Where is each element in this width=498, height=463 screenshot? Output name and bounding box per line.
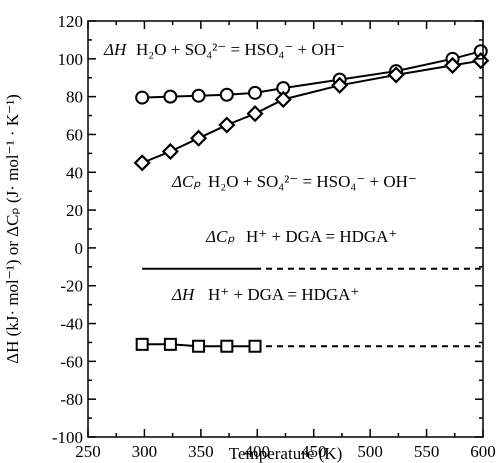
x-tick-label: 600 (470, 442, 496, 461)
series-2-point (443, 56, 462, 74)
y-tick-label: -20 (60, 277, 83, 296)
series-1-point (191, 88, 206, 103)
series-1-point (163, 89, 178, 104)
series-2-point (331, 76, 349, 94)
series-2-point (274, 90, 292, 109)
annotation-4: ΔH H⁺ + DGA = HDGA⁺ (171, 285, 359, 304)
x-tick-label: 250 (75, 442, 101, 461)
series-2-point (133, 154, 151, 172)
annotation-1-equation: H₂O + SO₄²⁻ = HSO₄⁻ + OH⁻ (136, 40, 345, 59)
annotation-3-symbol: ΔCₚ (205, 227, 235, 246)
series-layer (133, 44, 490, 353)
y-tick-label: 120 (58, 12, 84, 31)
series-2-point (387, 66, 405, 84)
x-tick-label: 500 (357, 442, 383, 461)
series-4-point (192, 339, 206, 353)
x-tick-label: 550 (414, 442, 440, 461)
y-tick-label: 100 (58, 50, 84, 69)
series-2-point (190, 129, 208, 147)
y-tick-label: -80 (60, 390, 83, 409)
series-2-line (141, 59, 481, 164)
x-tick-label: 350 (188, 442, 214, 461)
series-1-point (248, 85, 263, 100)
series-2-point (246, 105, 264, 123)
x-tick-label: 300 (132, 442, 158, 461)
series-4-point (220, 339, 234, 353)
annotation-2-symbol: ΔCₚ (171, 172, 201, 191)
x-tick-label: 450 (301, 442, 327, 461)
y-tick-label: 40 (66, 163, 83, 182)
series-1-line (142, 50, 481, 99)
annotation-2-equation: H₂O + SO₄²⁻ = HSO₄⁻ + OH⁻ (208, 172, 417, 191)
series-1-point (135, 90, 150, 105)
x-tick-label: 400 (245, 442, 271, 461)
x-axis-title: Temperature (K) (229, 444, 343, 463)
y-axis-title: ΔH (kJ· mol⁻¹) or ΔCₚ (J· mol⁻¹ · K⁻¹) (3, 94, 22, 364)
annotation-1-symbol: ΔH (103, 40, 128, 59)
y-tick-label: 20 (66, 201, 83, 220)
y-tick-label: -100 (52, 428, 83, 447)
annotation-3: ΔCₚ H⁺ + DGA = HDGA⁺ (205, 227, 397, 246)
annotation-2: ΔCₚ H₂O + SO₄²⁻ = HSO₄⁻ + OH⁻ (171, 172, 417, 191)
y-tick-label: 80 (66, 88, 83, 107)
y-tick-label: -40 (60, 315, 83, 334)
series-1-point (219, 87, 234, 102)
y-tick-label: 60 (66, 125, 83, 144)
series-4-point (163, 337, 177, 351)
series-2-point (161, 142, 179, 161)
annotation-4-equation: H⁺ + DGA = HDGA⁺ (208, 285, 359, 304)
series-2-point (218, 116, 236, 134)
series-4-point (135, 337, 149, 351)
ticks-layer (87, 20, 484, 438)
annotation-3-equation: H⁺ + DGA = HDGA⁺ (246, 227, 397, 246)
y-tick-label: -60 (60, 352, 83, 371)
tick-labels-layer: 250 300 350 400 450 500 550 600 120 100 80 60 40 20 0 -… (52, 12, 496, 461)
annotation-4-symbol: ΔH (171, 285, 196, 304)
series-4-point (248, 339, 262, 353)
annotation-1: ΔH H₂O + SO₄²⁻ = HSO₄⁻ + OH⁻ (103, 40, 345, 59)
y-tick-label: 0 (75, 239, 84, 258)
